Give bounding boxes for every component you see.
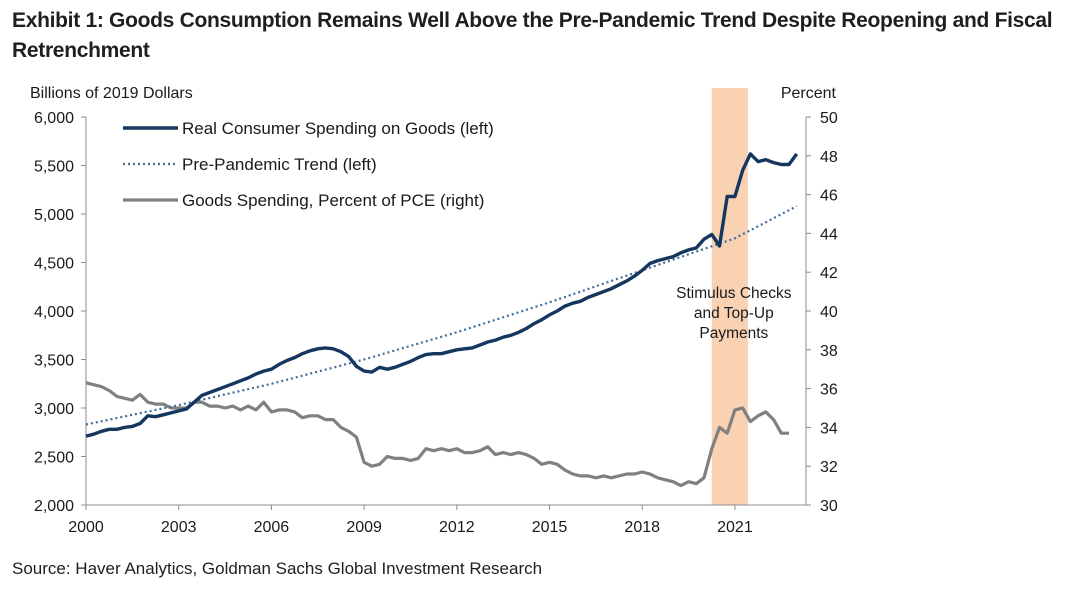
- chart-title: Exhibit 1: Goods Consumption Remains Wel…: [12, 9, 1053, 62]
- stimulus-annotation-line: Stimulus Checks: [676, 285, 792, 302]
- left-tick-label: 2,000: [34, 498, 74, 515]
- legend-item-goods-share-pce: Goods Spending, Percent of PCE (right): [123, 191, 484, 210]
- x-tick-label: 2012: [439, 519, 475, 536]
- left-tick-label: 3,500: [34, 353, 74, 370]
- left-tick-label: 5,000: [34, 207, 74, 224]
- pre-pandemic-trend-line: [85, 205, 798, 426]
- left-axis-title: Billions of 2019 Dollars: [30, 85, 193, 102]
- source-note: Source: Haver Analytics, Goldman Sachs G…: [12, 559, 543, 578]
- right-tick-label: 34: [820, 420, 838, 437]
- right-axis-title: Percent: [781, 85, 837, 102]
- legend-item-pre-pandemic-trend: Pre-Pandemic Trend (left): [123, 155, 377, 174]
- goods-share-pce-line: [85, 381, 789, 488]
- x-tick-label: 2021: [717, 519, 753, 536]
- legend-label: Goods Spending, Percent of PCE (right): [182, 191, 484, 210]
- x-tick-label: 2006: [254, 519, 290, 536]
- right-tick-label: 30: [820, 498, 838, 515]
- legend-label: Real Consumer Spending on Goods (left): [182, 119, 494, 138]
- right-tick-label: 38: [820, 343, 838, 360]
- left-tick-label: 3,000: [34, 401, 74, 418]
- stimulus-annotation-line: and Top-Up: [694, 305, 774, 322]
- x-tick-label: 2000: [68, 519, 104, 536]
- right-tick-label: 46: [820, 188, 838, 205]
- left-tick-label: 4,000: [34, 304, 74, 321]
- x-tick-label: 2003: [161, 519, 197, 536]
- right-tick-label: 40: [820, 304, 838, 321]
- left-tick-label: 2,500: [34, 450, 74, 467]
- left-tick-label: 4,500: [34, 256, 74, 273]
- x-tick-label: 2009: [346, 519, 382, 536]
- legend-label: Pre-Pandemic Trend (left): [182, 155, 377, 174]
- x-tick-label: 2015: [532, 519, 568, 536]
- stimulus-annotation-line: Payments: [699, 325, 768, 342]
- goods-spending-line: [85, 152, 799, 438]
- legend-item-goods-spending: Real Consumer Spending on Goods (left): [123, 119, 494, 138]
- right-tick-label: 44: [820, 226, 838, 243]
- right-tick-label: 32: [820, 459, 838, 476]
- right-tick-label: 42: [820, 265, 838, 282]
- x-tick-label: 2018: [624, 519, 660, 536]
- left-tick-label: 6,000: [34, 110, 74, 127]
- left-tick-label: 5,500: [34, 159, 74, 176]
- right-tick-label: 50: [820, 110, 838, 127]
- right-tick-label: 36: [820, 382, 838, 399]
- right-tick-label: 48: [820, 149, 838, 166]
